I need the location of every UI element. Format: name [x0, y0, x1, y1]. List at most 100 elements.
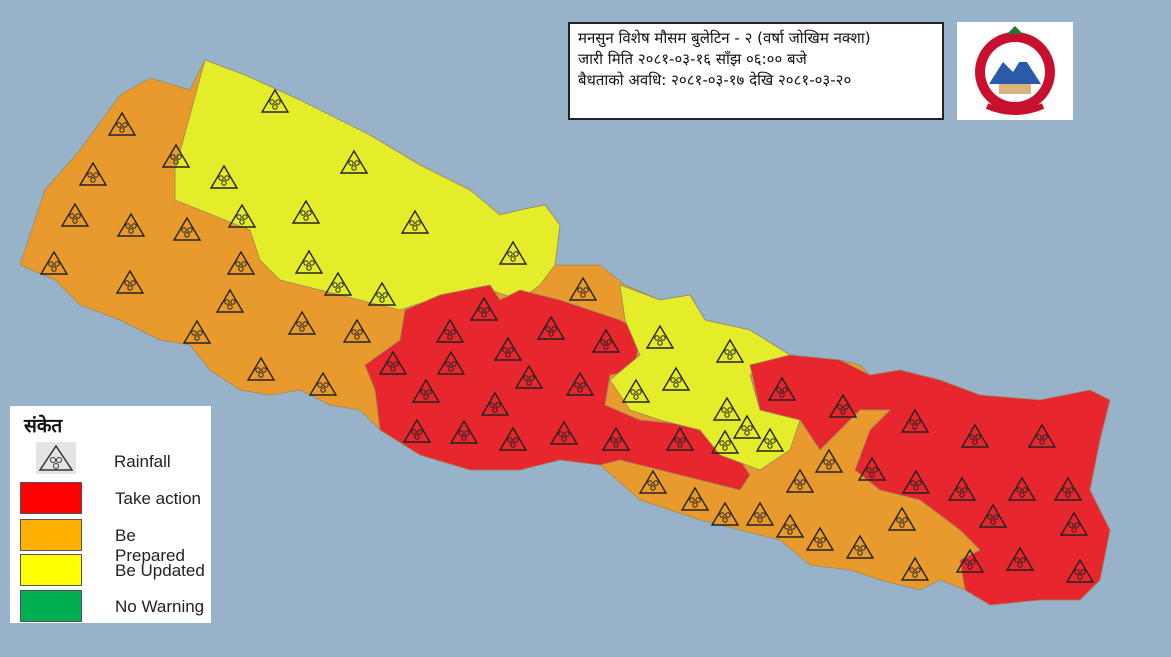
bulletin-title-box: मनसुन विशेष मौसम बुलेटिन - २ (वर्षा जोखि… — [568, 22, 944, 120]
legend-swatch — [20, 519, 82, 551]
legend-item-no-warning: No Warning — [20, 590, 210, 626]
legend-title: संकेत — [24, 415, 63, 437]
rainfall-icon — [549, 420, 579, 445]
rainfall-icon — [469, 296, 499, 321]
rainfall-icon — [960, 423, 990, 448]
rainfall-icon — [665, 426, 695, 451]
legend-label: No Warning — [115, 597, 205, 616]
rainfall-icon — [209, 164, 239, 189]
rainfall-icon — [715, 338, 745, 363]
rainfall-icon — [246, 356, 276, 381]
rainfall-icon — [498, 426, 528, 451]
rainfall-icon — [536, 315, 566, 340]
legend-label: Be Updated — [115, 561, 205, 580]
rainfall-icon — [775, 513, 805, 538]
rainfall-icon — [732, 414, 762, 439]
rainfall-icon — [342, 318, 372, 343]
rainfall-icon — [900, 408, 930, 433]
rainfall-triangle-icon — [36, 442, 76, 474]
rainfall-icon — [828, 393, 858, 418]
rainfall-icon — [287, 310, 317, 335]
rainfall-icon — [411, 378, 441, 403]
rainfall-icon — [645, 324, 675, 349]
rainfall-icon — [498, 240, 528, 265]
rainfall-icon — [568, 276, 598, 301]
rainfall-icon — [1059, 511, 1089, 536]
rainfall-icon — [805, 526, 835, 551]
nepal-emblem-icon — [975, 26, 1055, 115]
zone-be-updated — [174, 59, 561, 311]
rainfall-icon — [638, 469, 668, 494]
legend-label: Take action — [115, 489, 201, 508]
legend-item-be-updated: Be Updated — [20, 554, 210, 590]
rainfall-icon — [480, 391, 510, 416]
rainfall-icon — [1007, 476, 1037, 501]
rainfall-icon — [78, 161, 108, 186]
rainfall-icon — [182, 319, 212, 344]
rainfall-icon — [680, 486, 710, 511]
rainfall-icon — [400, 209, 430, 234]
rainfall-icon — [323, 271, 353, 296]
legend-swatch — [20, 554, 82, 586]
legend-swatch — [20, 482, 82, 514]
legend-item-be-prepared: Be Prepared — [20, 519, 210, 565]
rainfall-icon — [227, 203, 257, 228]
legend-rainfall-label: Rainfall — [114, 452, 171, 471]
rainfall-icon — [755, 427, 785, 452]
legend-swatch — [20, 590, 82, 622]
legend-label: Be Prepared — [115, 526, 185, 565]
rainfall-icon — [845, 534, 875, 559]
rainfall-icon — [710, 429, 740, 454]
rainfall-icon — [767, 376, 797, 401]
rainfall-icon — [712, 396, 742, 421]
rainfall-icon — [291, 199, 321, 224]
rainfall-icon — [955, 548, 985, 573]
rainfall-icon — [367, 281, 397, 306]
rainfall-icon — [901, 469, 931, 494]
legend: संकेत Rainfall Take action Be Prepared B… — [10, 406, 211, 623]
rainfall-icon — [226, 250, 256, 275]
rainfall-icon — [887, 506, 917, 531]
rainfall-icon — [1065, 558, 1095, 583]
rainfall-icon — [116, 212, 146, 237]
rainfall-icon — [601, 426, 631, 451]
rainfall-icon — [39, 250, 69, 275]
rainfall-icon — [172, 216, 202, 241]
rainfall-icon — [378, 350, 408, 375]
rainfall-icon — [514, 364, 544, 389]
rainfall-icon — [339, 149, 369, 174]
legend-item-take-action: Take action — [20, 482, 210, 518]
rainfall-icon — [621, 378, 651, 403]
rainfall-icon — [710, 501, 740, 526]
rainfall-icon — [1005, 546, 1035, 571]
rainfall-icon — [260, 88, 290, 113]
rainfall-icon — [215, 288, 245, 313]
rainfall-icon — [493, 336, 523, 361]
rainfall-icon — [115, 269, 145, 294]
rainfall-icon — [60, 202, 90, 227]
rainfall-icon — [900, 556, 930, 581]
rainfall-icon — [1053, 476, 1083, 501]
nepal-emblem-logo — [957, 22, 1073, 120]
rainfall-icon — [308, 371, 338, 396]
rainfall-icon — [107, 111, 137, 136]
rainfall-icon — [814, 448, 844, 473]
validity-period: बैधताको अवधि: २०८१-०३-१७ देखि २०८१-०३-२० — [578, 71, 852, 89]
rainfall-icon — [785, 468, 815, 493]
rainfall-icon — [565, 371, 595, 396]
rainfall-icon — [947, 476, 977, 501]
rainfall-icon — [591, 328, 621, 353]
rainfall-icon — [857, 456, 887, 481]
issue-date: जारी मिति २०८१-०३-१६ साँझ ०६:०० बजे — [578, 50, 807, 68]
rainfall-icon — [402, 418, 432, 443]
rainfall-icon — [449, 419, 479, 444]
rainfall-icon — [161, 143, 191, 168]
rainfall-icon — [978, 503, 1008, 528]
rainfall-icon — [436, 350, 466, 375]
rainfall-icon — [1027, 423, 1057, 448]
rainfall-icon — [435, 318, 465, 343]
rainfall-icon — [661, 366, 691, 391]
rainfall-icon — [745, 501, 775, 526]
bulletin-title: मनसुन विशेष मौसम बुलेटिन - २ (वर्षा जोखि… — [578, 29, 871, 47]
